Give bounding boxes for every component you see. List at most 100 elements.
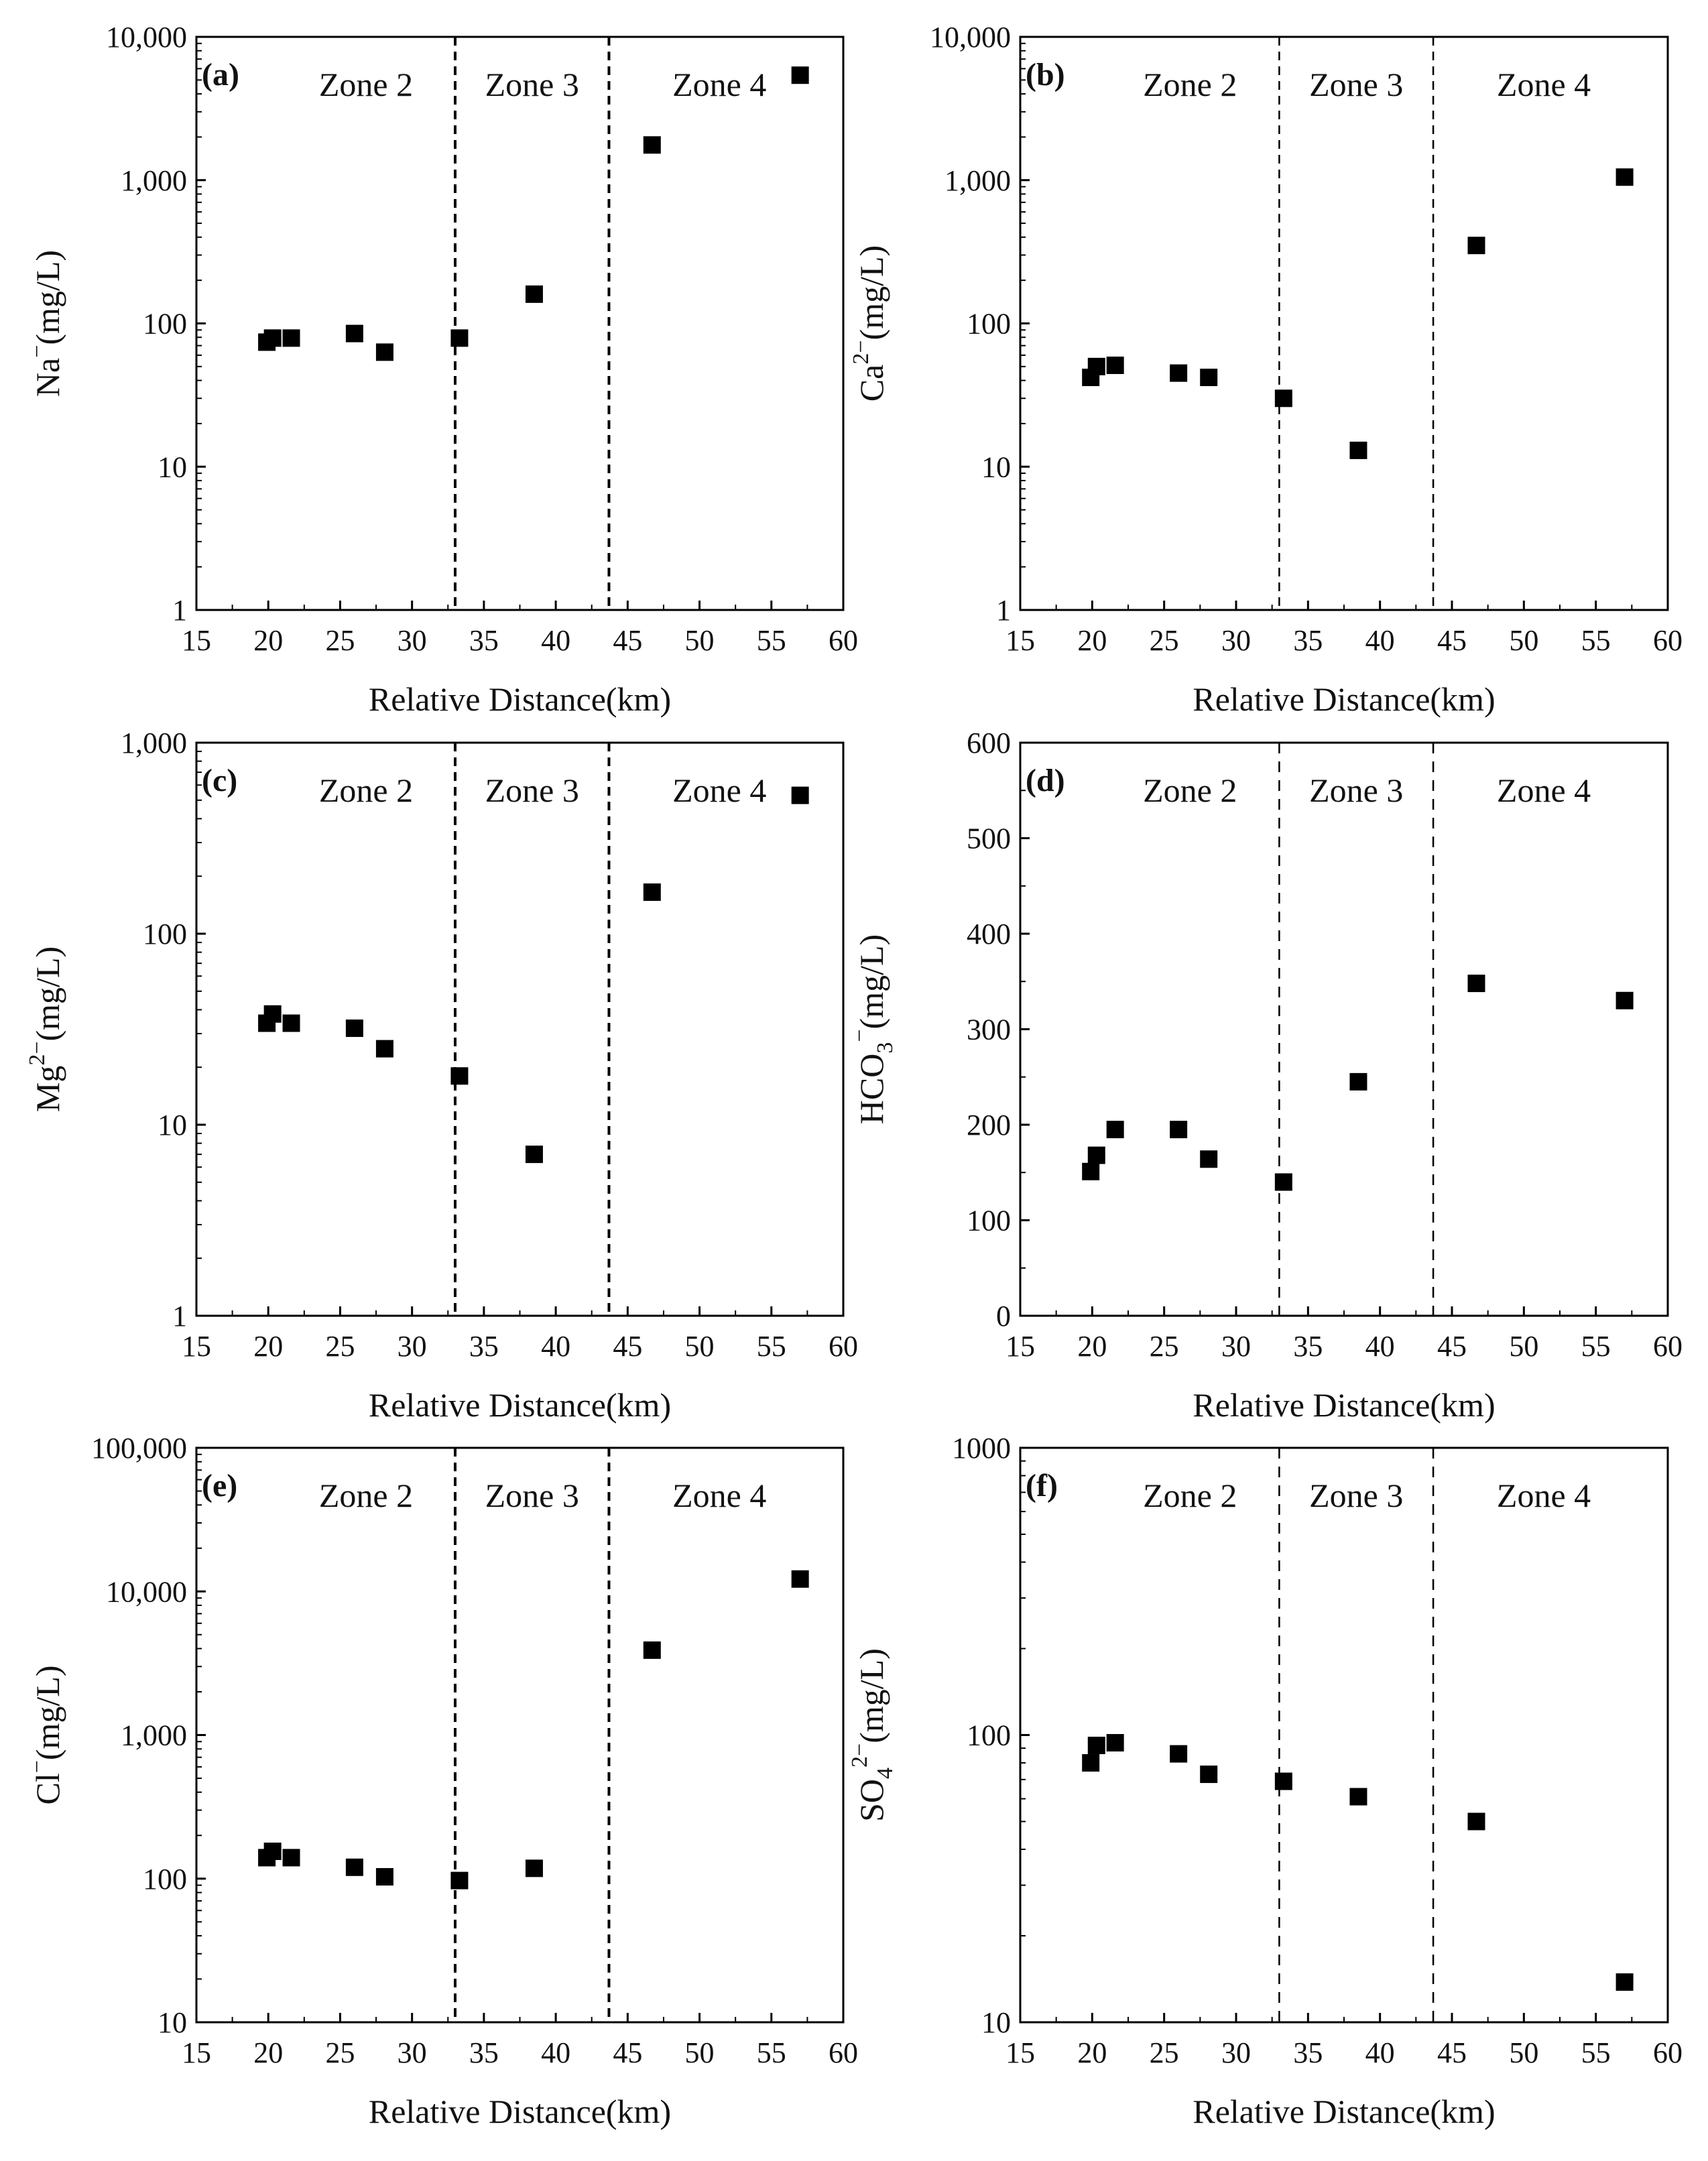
y-axis-title-subscript: 3 — [873, 1042, 898, 1054]
zone-label: Zone 2 — [1143, 66, 1237, 103]
y-tick-label: 10 — [981, 450, 1011, 483]
x-tick-label: 60 — [1653, 624, 1683, 657]
data-point — [791, 66, 809, 84]
y-tick-label: 10 — [158, 2006, 187, 2039]
data-point — [525, 1146, 543, 1164]
x-axis-title: Relative Distance(km) — [1193, 2093, 1495, 2130]
zone-label: Zone 3 — [485, 771, 579, 809]
data-point — [1106, 1121, 1124, 1139]
x-tick-label: 55 — [1581, 1330, 1611, 1363]
y-axis-title-superscript: − — [25, 1760, 50, 1773]
zone-label: Zone 4 — [1497, 1477, 1591, 1514]
x-tick-label: 25 — [1150, 1330, 1179, 1363]
panel-label: (f) — [1026, 1468, 1058, 1503]
x-tick-label: 55 — [757, 2036, 786, 2069]
plot-frame — [195, 36, 845, 611]
y-tick-label: 10 — [981, 2006, 1011, 2039]
y-tick-label: 1 — [172, 1300, 187, 1333]
x-tick-label: 60 — [829, 1330, 858, 1363]
x-tick-label: 20 — [1077, 2036, 1107, 2069]
data-point — [263, 329, 282, 347]
x-tick-label: 55 — [1581, 2036, 1611, 2069]
y-axis-title-base: HCO — [853, 1054, 890, 1125]
x-tick-label: 30 — [398, 2036, 427, 2069]
data-point — [525, 1859, 543, 1877]
x-tick-label: 30 — [1221, 624, 1251, 657]
plot-frame — [1019, 36, 1669, 611]
data-point — [1274, 1173, 1292, 1191]
plot-frame — [195, 1446, 845, 2024]
data-point — [263, 1842, 282, 1860]
x-tick-label: 50 — [685, 2036, 715, 2069]
x-tick-label: 40 — [541, 624, 570, 657]
y-tick-label: 10 — [158, 1109, 187, 1141]
chart-panel: 15 20 25 30 35 40 45 50 55 60 1 10 100 1,000 10,000 Zon… — [25, 21, 858, 718]
y-axis-title: Ca2−(mg/L) — [849, 245, 890, 402]
zone-label: Zone 3 — [1309, 66, 1403, 103]
x-tick-label: 20 — [1077, 624, 1107, 657]
y-axis-title-unit: (mg/L) — [29, 250, 66, 345]
y-tick-label: 1 — [996, 594, 1011, 627]
zone-label: Zone 4 — [672, 771, 766, 809]
x-tick-label: 40 — [1365, 624, 1395, 657]
data-point — [1615, 168, 1634, 186]
y-axis-title-unit: (mg/L) — [29, 1665, 66, 1760]
chart-panel: 15 20 25 30 35 40 45 50 55 60 10 100 1,000 10,000 100,… — [25, 1432, 858, 2130]
y-tick-label: 300 — [967, 1013, 1011, 1046]
y-axis-title-superscript: 2− — [25, 1041, 50, 1065]
data-point — [1106, 357, 1124, 375]
x-tick-label: 30 — [398, 624, 427, 657]
y-axis-title-base: Cl — [29, 1773, 66, 1804]
y-axis-title: Mg2−(mg/L) — [25, 946, 66, 1112]
data-point — [1349, 1788, 1367, 1806]
x-tick-label: 15 — [1005, 1330, 1035, 1363]
x-tick-label: 55 — [1581, 624, 1611, 657]
data-point — [791, 1570, 809, 1588]
x-tick-label: 40 — [1365, 1330, 1395, 1363]
x-axis-title: Relative Distance(km) — [369, 680, 671, 718]
y-tick-label: 10,000 — [930, 21, 1011, 54]
y-axis-title-unit: (mg/L) — [853, 245, 890, 341]
x-tick-label: 25 — [1150, 624, 1179, 657]
x-tick-label: 35 — [1293, 1330, 1323, 1363]
zone-label: Zone 2 — [319, 771, 413, 809]
x-tick-label: 30 — [398, 1330, 427, 1363]
data-point — [1274, 1772, 1292, 1790]
y-axis-title-base: Na — [29, 358, 66, 397]
data-point — [345, 324, 363, 343]
chart-panel: 15 20 25 30 35 40 45 50 55 60 1 10 100 1,000 10,000 Zon… — [849, 21, 1683, 718]
data-point — [375, 1040, 393, 1058]
zone-label: Zone 3 — [485, 1477, 579, 1514]
x-tick-label: 50 — [685, 624, 715, 657]
x-tick-label: 35 — [1293, 2036, 1323, 2069]
x-tick-label: 35 — [1293, 624, 1323, 657]
y-axis-title: Na−(mg/L) — [25, 250, 66, 397]
data-point — [1200, 369, 1218, 387]
data-point — [1200, 1150, 1218, 1168]
x-tick-label: 60 — [829, 624, 858, 657]
data-point — [1170, 1121, 1188, 1139]
x-tick-label: 15 — [1005, 2036, 1035, 2069]
x-tick-label: 40 — [541, 2036, 570, 2069]
y-tick-label: 1,000 — [121, 1719, 187, 1752]
panel-label: (e) — [202, 1468, 237, 1503]
data-point — [345, 1858, 363, 1876]
y-tick-label: 1 — [172, 594, 187, 627]
y-axis-title-superscript: 2− — [847, 1743, 872, 1768]
y-axis-title-subscript: 4 — [873, 1768, 898, 1779]
data-point — [263, 1005, 282, 1023]
x-tick-label: 40 — [1365, 2036, 1395, 2069]
x-axis-title: Relative Distance(km) — [369, 2093, 671, 2130]
x-tick-label: 45 — [1437, 1330, 1467, 1363]
data-point — [282, 1014, 300, 1032]
data-point — [791, 786, 809, 804]
y-axis-title-base: SO — [853, 1779, 890, 1822]
x-tick-label: 15 — [182, 624, 211, 657]
data-point — [345, 1020, 363, 1038]
y-tick-label: 200 — [967, 1109, 1011, 1141]
data-point — [1615, 991, 1634, 1009]
x-tick-label: 25 — [325, 1330, 355, 1363]
data-point — [282, 329, 300, 347]
data-point — [1170, 1745, 1188, 1763]
y-tick-label: 0 — [996, 1300, 1011, 1333]
